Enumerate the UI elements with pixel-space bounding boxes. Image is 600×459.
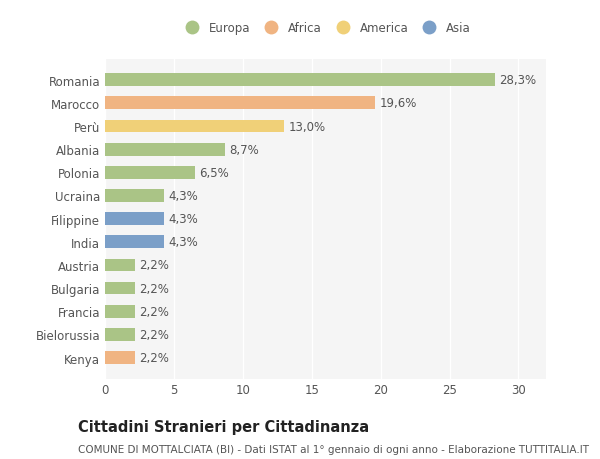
Bar [105, 190, 164, 202]
Bar [105, 352, 136, 364]
Text: 19,6%: 19,6% [379, 97, 416, 110]
Bar [105, 167, 194, 179]
Text: 6,5%: 6,5% [199, 167, 229, 179]
Bar [105, 120, 284, 133]
Bar [105, 97, 375, 110]
Text: 8,7%: 8,7% [229, 143, 259, 157]
Text: COMUNE DI MOTTALCIATA (BI) - Dati ISTAT al 1° gennaio di ogni anno - Elaborazion: COMUNE DI MOTTALCIATA (BI) - Dati ISTAT … [78, 444, 589, 454]
Text: 2,2%: 2,2% [139, 351, 169, 364]
Legend: Europa, Africa, America, Asia: Europa, Africa, America, Asia [176, 18, 475, 40]
Text: 28,3%: 28,3% [499, 74, 536, 87]
Bar [105, 144, 225, 156]
Text: 4,3%: 4,3% [169, 213, 198, 226]
Bar [105, 213, 164, 225]
Bar [105, 282, 136, 295]
Text: Cittadini Stranieri per Cittadinanza: Cittadini Stranieri per Cittadinanza [78, 419, 369, 434]
Bar [105, 74, 495, 87]
Text: 2,2%: 2,2% [139, 282, 169, 295]
Bar [105, 305, 136, 318]
Text: 2,2%: 2,2% [139, 259, 169, 272]
Text: 13,0%: 13,0% [288, 120, 325, 133]
Text: 2,2%: 2,2% [139, 305, 169, 318]
Bar [105, 236, 164, 249]
Text: 4,3%: 4,3% [169, 190, 198, 202]
Bar [105, 328, 136, 341]
Bar [105, 259, 136, 272]
Text: 2,2%: 2,2% [139, 328, 169, 341]
Text: 4,3%: 4,3% [169, 236, 198, 249]
